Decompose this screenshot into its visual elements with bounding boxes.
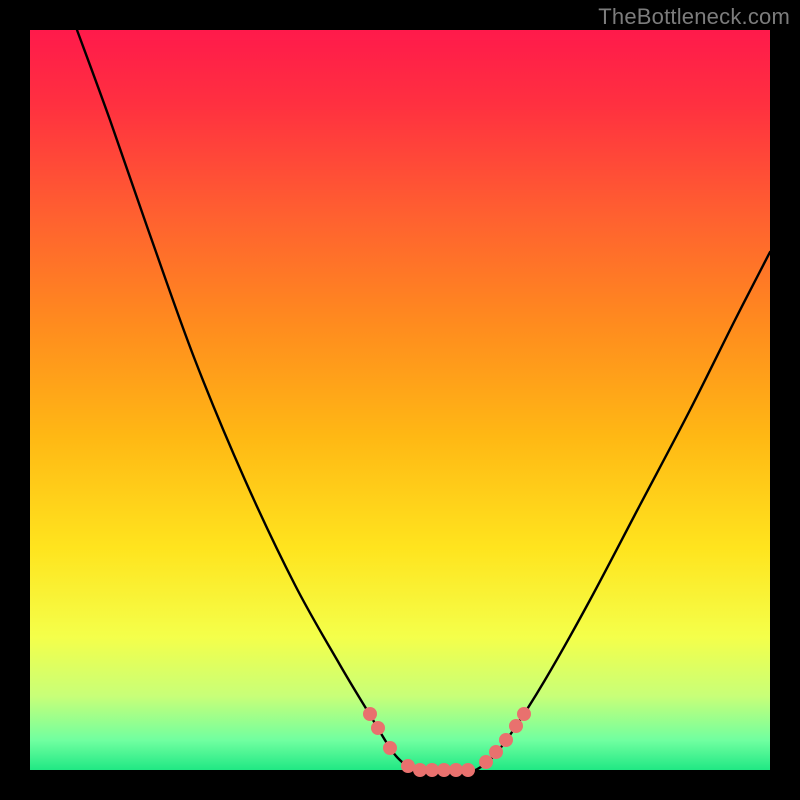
frame-bottom (30, 770, 770, 800)
watermark-text: TheBottleneck.com (598, 4, 790, 30)
frame-left (0, 0, 30, 800)
chart-stage: TheBottleneck.com (0, 0, 800, 800)
background-svg (0, 0, 800, 800)
frame-right (770, 0, 800, 800)
plot-area-rect (30, 30, 770, 770)
